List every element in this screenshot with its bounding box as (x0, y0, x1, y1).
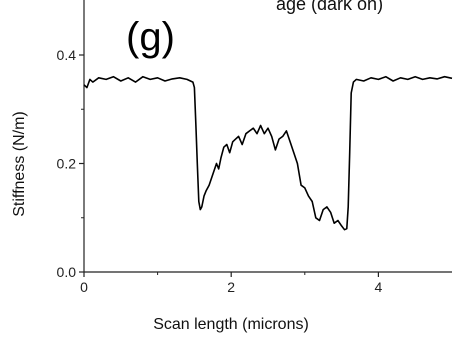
series-group (83, 75, 453, 231)
y-tick-label: 0.4 (57, 47, 77, 63)
x-tick-label: 2 (227, 279, 235, 295)
y-axis-label: Stiffness (N/m) (11, 111, 28, 217)
panel-label: (g) (126, 15, 175, 59)
cut-off-title: age (dark on) (276, 0, 383, 14)
y-tick-label: 0.2 (57, 156, 77, 172)
axes (83, 0, 452, 273)
x-axis-label: Scan length (microns) (153, 316, 309, 333)
x-tick-label: 0 (80, 279, 88, 295)
series-line (83, 75, 453, 231)
x-axis-ticks: 0 2 4 (80, 272, 383, 295)
y-axis-ticks: 0.0 0.2 0.4 (57, 47, 84, 280)
y-tick-label: 0.0 (57, 264, 77, 280)
x-tick-label: 4 (375, 279, 383, 295)
